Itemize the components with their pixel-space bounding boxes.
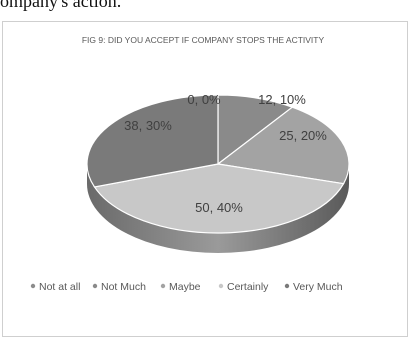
legend-marker-very-much [284, 283, 290, 289]
pie-depth [87, 164, 349, 253]
pie-slice-not-much [217, 94, 294, 166]
data-labels: 0, 0% 12, 10% 25, 20% 50, 40% 38, 30% [124, 92, 327, 215]
legend-label-not-at-all: Not at all [39, 281, 80, 293]
legend-label-not-much: Not Much [101, 281, 146, 293]
pie-slice-certainly [93, 163, 345, 234]
legend-marker-maybe [160, 283, 166, 289]
legend-label-very-much: Very Much [293, 281, 343, 293]
pie-side-wall [87, 164, 349, 253]
pie-slice-very-much [86, 94, 219, 188]
data-label-not-much: 12, 10% [258, 92, 306, 107]
data-label-very-much: 38, 30% [124, 118, 172, 133]
legend-label-maybe: Maybe [169, 281, 201, 293]
data-label-maybe: 25, 20% [279, 128, 327, 143]
pie-slices [86, 94, 350, 234]
legend-marker-not-at-all [30, 283, 36, 289]
data-label-certainly: 50, 40% [195, 200, 243, 215]
legend: Not at all Not Much Maybe Certainly Very Muc… [30, 281, 343, 293]
chart-title: FIG 9: DID YOU ACCEPT IF COMPANY STOPS T… [82, 35, 325, 45]
data-label-not-at-all: 0, 0% [187, 92, 221, 107]
caption-fragment: ompany's action. [0, 0, 122, 11]
legend-marker-certainly [218, 283, 224, 289]
legend-marker-not-much [92, 283, 98, 289]
pie-slice-maybe [216, 106, 350, 185]
legend-label-certainly: Certainly [227, 281, 269, 293]
